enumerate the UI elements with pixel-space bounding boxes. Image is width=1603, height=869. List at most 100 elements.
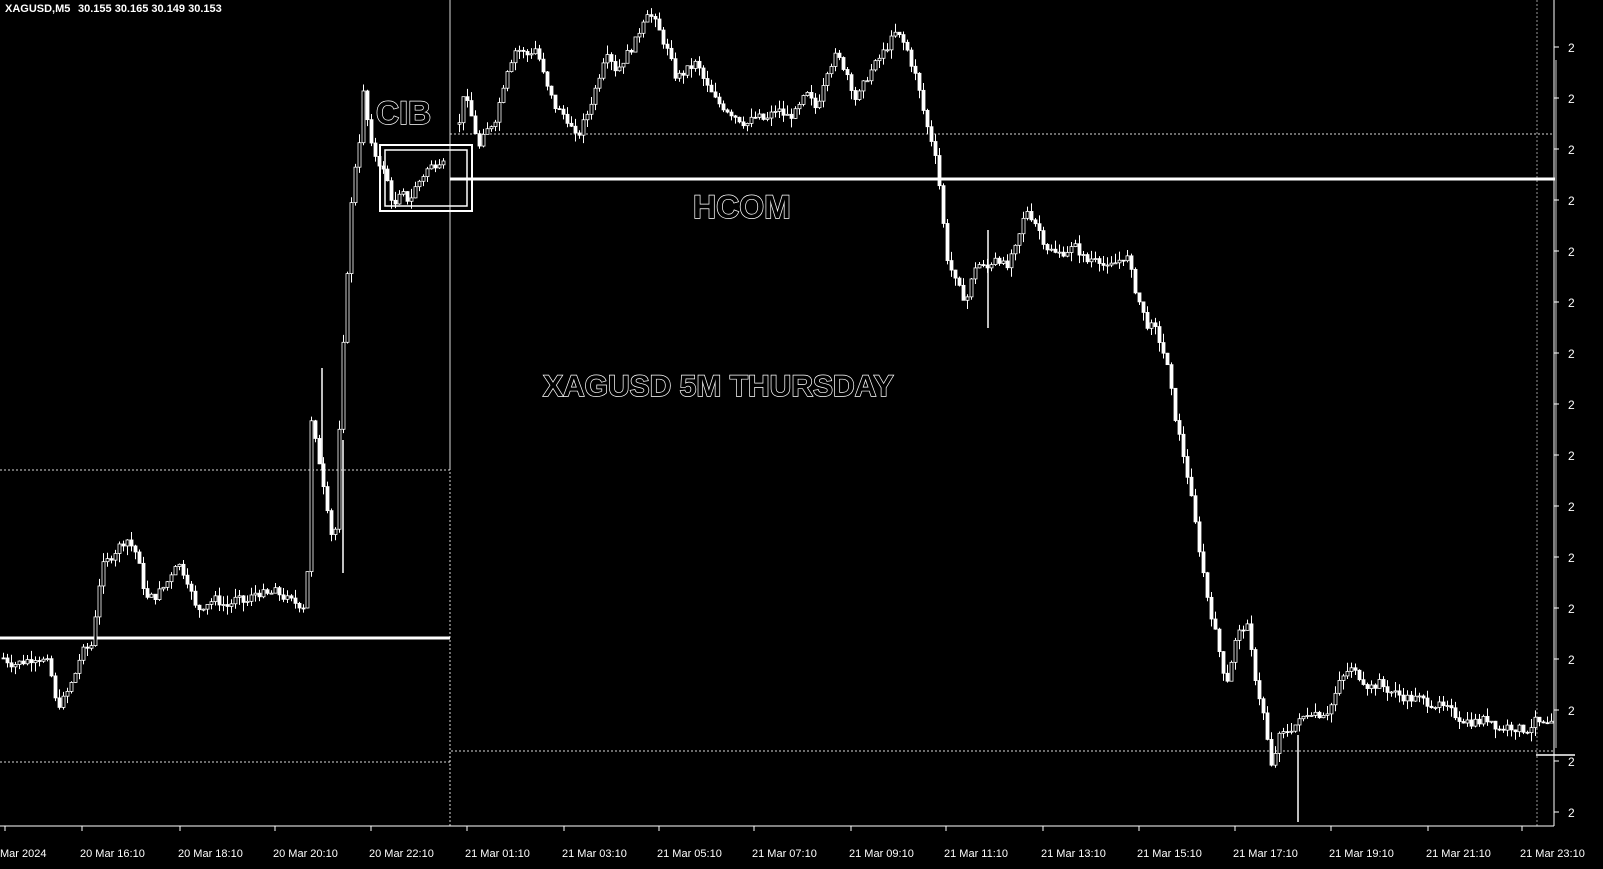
candle-body <box>5 657 10 664</box>
x-tick-label: 21 Mar 05:10 <box>657 848 722 860</box>
candle-body <box>917 72 922 91</box>
candle-body <box>1373 684 1378 689</box>
candle-body <box>1193 495 1198 523</box>
candle-body <box>493 121 498 128</box>
candle-body <box>1065 252 1070 257</box>
candle-body <box>13 664 18 668</box>
y-tick-label: 2 <box>1568 602 1575 616</box>
candle-body <box>1 657 6 660</box>
candle-body <box>473 115 478 135</box>
candle-body <box>261 589 266 598</box>
y-tick-label: 2 <box>1568 245 1575 259</box>
candle-body <box>401 191 406 195</box>
candle-body <box>725 109 730 113</box>
prev-day-high-line <box>0 0 451 471</box>
candle-body <box>669 47 674 60</box>
candle-body <box>1125 255 1130 262</box>
candle-body <box>81 646 86 661</box>
candle-body <box>437 164 442 169</box>
candle-body <box>1389 691 1394 694</box>
candle-body <box>185 574 190 585</box>
candle-body <box>1445 705 1450 707</box>
candle-body <box>741 121 746 127</box>
candle-body <box>1453 707 1458 719</box>
candle-body <box>197 604 202 611</box>
candle-body <box>1241 629 1246 632</box>
candle-body <box>173 566 178 576</box>
x-tick-label: 21 Mar 09:10 <box>849 848 914 860</box>
candle-body <box>1017 233 1022 246</box>
candle-body <box>1073 243 1078 247</box>
candle-body <box>373 142 378 157</box>
candle-body <box>1517 724 1522 733</box>
candle-body <box>1209 596 1214 620</box>
cib-box-outer <box>379 144 473 212</box>
candle-body <box>1457 717 1462 722</box>
candle-body <box>221 604 226 606</box>
candle-body <box>1505 724 1510 731</box>
candle-body <box>1173 387 1178 421</box>
candle-body <box>349 202 354 275</box>
candle-body <box>1097 258 1102 264</box>
candle-body <box>1525 731 1530 734</box>
candle-body <box>409 197 414 202</box>
candle-body <box>1493 720 1498 730</box>
candle-body <box>773 111 778 113</box>
candle-body <box>965 296 970 301</box>
candle-body <box>357 142 362 168</box>
candle-body <box>681 72 686 76</box>
x-tick-label: 21 Mar 13:10 <box>1041 848 1106 860</box>
candle-body <box>1001 260 1006 264</box>
candle-body <box>569 122 574 127</box>
candle-body <box>849 74 854 91</box>
candle-body <box>925 110 930 128</box>
candle-body <box>617 66 622 72</box>
candle-body <box>321 463 326 488</box>
candle-body <box>125 539 130 547</box>
candle-body <box>181 563 186 576</box>
candle-body <box>413 186 418 199</box>
candle-body <box>929 126 934 142</box>
candle-body <box>45 658 50 661</box>
candle-body <box>1057 251 1062 254</box>
candle-body <box>557 108 562 111</box>
candle-body <box>981 264 986 266</box>
candle-body <box>61 695 66 708</box>
candle-body <box>1341 675 1346 681</box>
candle-body <box>1229 661 1234 682</box>
y-tick-label: 2 <box>1568 755 1575 769</box>
candle-body <box>381 165 386 170</box>
candle-body <box>1077 243 1082 256</box>
candle-body <box>701 67 706 79</box>
candle-body <box>337 428 342 530</box>
candle-body <box>397 193 402 205</box>
candle-body <box>645 14 650 23</box>
candle-body <box>885 49 890 52</box>
candle-body <box>1265 712 1270 740</box>
candle-body <box>797 103 802 110</box>
candle-body <box>1005 260 1010 269</box>
candle-body <box>157 588 162 600</box>
y-tick-label: 2 <box>1568 449 1575 463</box>
candle-body <box>1533 716 1538 729</box>
candle-body <box>1501 728 1506 731</box>
candle-body <box>1061 251 1066 257</box>
current-day-low-line <box>449 750 1554 762</box>
candle-body <box>821 85 826 102</box>
candle-body <box>485 128 490 135</box>
candle-body <box>305 571 310 609</box>
candle-body <box>857 90 862 100</box>
candle-body <box>1285 731 1290 733</box>
candle-body <box>249 594 254 602</box>
candle-body <box>369 119 374 144</box>
candle-body <box>793 108 798 119</box>
candle-body <box>705 78 710 86</box>
candle-body <box>241 595 246 603</box>
y-tick-label: 2 <box>1568 704 1575 718</box>
candle-body <box>1405 694 1410 702</box>
candle-body <box>313 420 318 439</box>
candle-body <box>765 117 770 120</box>
candle-body <box>1333 692 1338 706</box>
candle-body <box>1345 671 1350 677</box>
